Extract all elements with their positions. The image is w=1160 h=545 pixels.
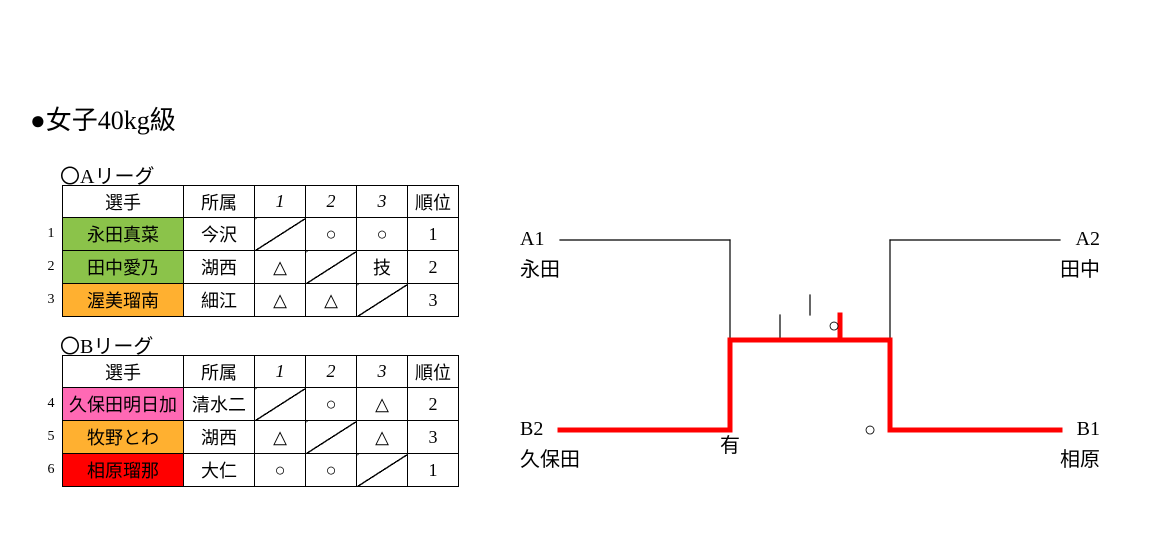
bracket: 有○○ A1 永田 A2 田中 B2 久保田 B1 相原 <box>530 220 1090 500</box>
hdr-r3: 3 <box>357 186 408 218</box>
bracket-slot-b2-code: B2 <box>520 418 543 441</box>
table-row: 2田中愛乃湖西△技2 <box>40 251 459 284</box>
player-affiliation: 湖西 <box>184 251 255 284</box>
hdr-r1: 1 <box>255 356 306 388</box>
result-cell: ○ <box>306 388 357 421</box>
player-name: 久保田明日加 <box>63 388 184 421</box>
result-cell <box>357 454 408 487</box>
table-row: 4久保田明日加清水二 ○△2 <box>40 388 459 421</box>
row-index: 3 <box>40 284 63 317</box>
result-cell: △ <box>255 284 306 317</box>
player-rank: 2 <box>408 388 459 421</box>
player-rank: 1 <box>408 454 459 487</box>
hdr-name: 選手 <box>63 186 184 218</box>
bracket-slot-a2-code: A2 <box>1076 228 1100 251</box>
player-affiliation: 清水二 <box>184 388 255 421</box>
league-b-table: 選手所属123順位4久保田明日加清水二○△25牧野とわ湖西△△36相原瑠那大仁○… <box>40 355 459 487</box>
player-name: 相原瑠那 <box>63 454 184 487</box>
bracket-slot-b2-name: 久保田 <box>520 443 580 472</box>
hdr-rank: 順位 <box>408 186 459 218</box>
player-rank: 2 <box>408 251 459 284</box>
row-index: 1 <box>40 218 63 251</box>
player-rank: 3 <box>408 284 459 317</box>
player-name: 牧野とわ <box>63 421 184 454</box>
result-cell: ○ <box>306 454 357 487</box>
player-affiliation: 今沢 <box>184 218 255 251</box>
result-cell: △ <box>255 421 306 454</box>
hdr-r3: 3 <box>357 356 408 388</box>
row-index: 5 <box>40 421 63 454</box>
result-cell: △ <box>306 284 357 317</box>
player-name: 渥美瑠南 <box>63 284 184 317</box>
player-name: 永田真菜 <box>63 218 184 251</box>
bracket-slot-a1-name: 永田 <box>520 253 560 282</box>
result-cell <box>306 251 357 284</box>
result-cell: △ <box>357 388 408 421</box>
hdr-r1: 1 <box>255 186 306 218</box>
result-cell <box>255 218 306 251</box>
player-rank: 1 <box>408 218 459 251</box>
result-cell <box>357 284 408 317</box>
hdr-r2: 2 <box>306 356 357 388</box>
row-index: 4 <box>40 388 63 421</box>
result-cell: △ <box>357 421 408 454</box>
player-affiliation: 大仁 <box>184 454 255 487</box>
player-affiliation: 細江 <box>184 284 255 317</box>
row-index: 2 <box>40 251 63 284</box>
league-a-table: 選手所属123順位1永田真菜今沢○○12田中愛乃湖西△技23渥美瑠南細江△△3 <box>40 185 459 317</box>
hdr-aff: 所属 <box>184 186 255 218</box>
table-row: 6相原瑠那大仁○○1 <box>40 454 459 487</box>
bracket-slot-a1-code: A1 <box>520 228 544 251</box>
result-cell: 技 <box>357 251 408 284</box>
bracket-slot-a2-name: 田中 <box>1060 253 1100 282</box>
result-cell: ○ <box>255 454 306 487</box>
player-name: 田中愛乃 <box>63 251 184 284</box>
hdr-rank: 順位 <box>408 356 459 388</box>
svg-text:有: 有 <box>720 434 740 457</box>
svg-text:○: ○ <box>864 419 876 441</box>
result-cell: △ <box>255 251 306 284</box>
table-row: 5牧野とわ湖西△△3 <box>40 421 459 454</box>
result-cell <box>255 388 306 421</box>
hdr-name: 選手 <box>63 356 184 388</box>
player-affiliation: 湖西 <box>184 421 255 454</box>
result-cell: ○ <box>306 218 357 251</box>
page-title: ●女子40kg級 <box>30 100 176 137</box>
bracket-slot-b1-name: 相原 <box>1060 443 1100 472</box>
bracket-slot-b1-code: B1 <box>1077 418 1100 441</box>
result-cell: ○ <box>357 218 408 251</box>
hdr-r2: 2 <box>306 186 357 218</box>
player-rank: 3 <box>408 421 459 454</box>
row-index: 6 <box>40 454 63 487</box>
hdr-aff: 所属 <box>184 356 255 388</box>
table-row: 1永田真菜今沢○○1 <box>40 218 459 251</box>
result-cell <box>306 421 357 454</box>
table-row: 3渥美瑠南細江△△3 <box>40 284 459 317</box>
svg-text:○: ○ <box>828 315 840 337</box>
